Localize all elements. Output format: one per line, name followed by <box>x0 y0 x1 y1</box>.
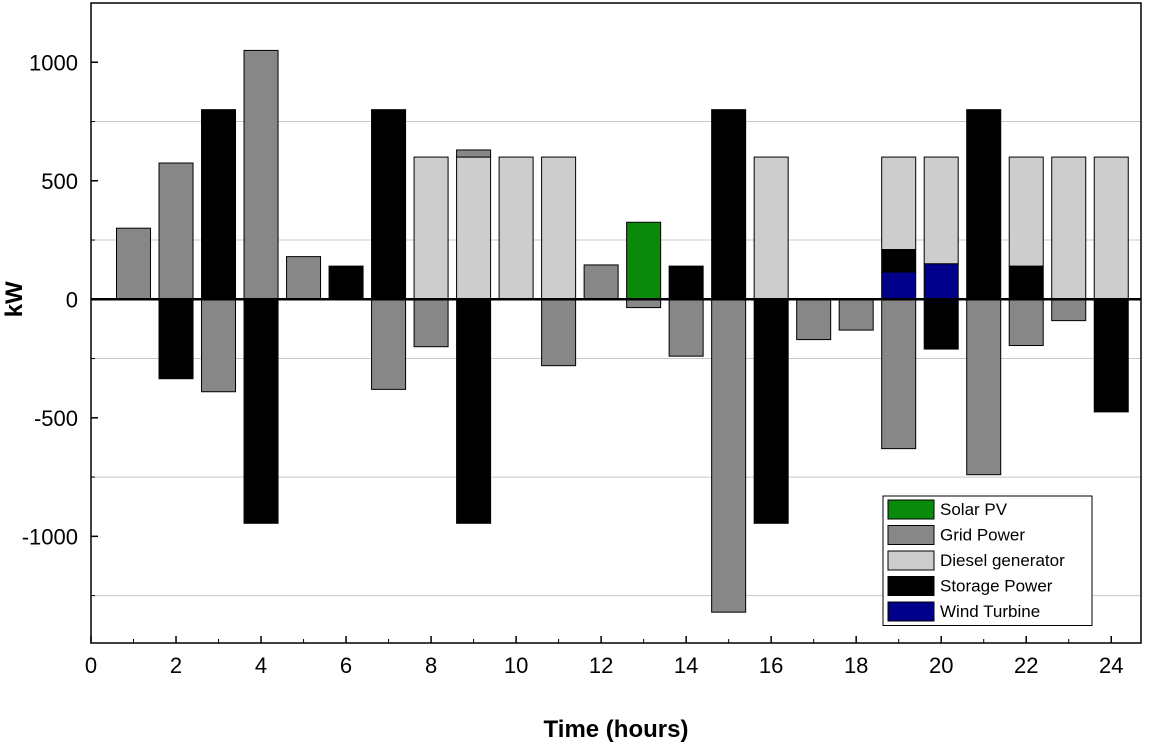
bar-storage-power <box>881 249 917 273</box>
x-axis-title: Time (hours) <box>544 716 689 743</box>
bar-storage-power <box>201 109 237 300</box>
bar-grid-power <box>201 298 237 393</box>
bar-storage-power <box>328 265 364 300</box>
bar-grid-power <box>286 256 322 300</box>
bar-storage-power <box>158 298 194 380</box>
bar-storage-power <box>966 109 1002 300</box>
legend-label-grid-power: Grid Power <box>940 526 1025 545</box>
x-tick-label: 16 <box>759 653 783 678</box>
bar-storage-power <box>1093 298 1129 413</box>
bar-grid-power <box>796 298 832 341</box>
bar-storage-power <box>668 265 704 300</box>
x-tick-label: 20 <box>929 653 953 678</box>
legend-label-storage-power: Storage Power <box>940 577 1053 596</box>
bar-grid-power <box>541 298 577 367</box>
bar-storage-power <box>371 109 407 300</box>
bar-storage-power <box>456 298 492 524</box>
bar-grid-power <box>413 298 449 348</box>
legend-label-solar-pv: Solar PV <box>940 500 1008 519</box>
bar-grid-power <box>838 298 874 331</box>
y-tick-label: -1000 <box>22 524 78 549</box>
legend-swatch-solar-pv <box>887 499 935 520</box>
bar-diesel-generator <box>456 156 492 300</box>
plot-frame <box>90 2 1142 644</box>
bar-diesel-generator <box>1051 156 1087 300</box>
y-tick-label: 500 <box>41 169 78 194</box>
legend-swatch-grid-power <box>887 525 935 545</box>
bars <box>116 49 1129 613</box>
bar-storage-power <box>1008 265 1044 300</box>
legend: Solar PV Grid Power Diesel generator Storag… <box>882 495 1093 626</box>
bar-storage-power <box>923 298 959 350</box>
bar-diesel-generator <box>881 156 917 251</box>
x-tick-label: 22 <box>1014 653 1038 678</box>
bar-diesel-generator <box>1008 156 1044 267</box>
bar-diesel-generator <box>923 156 959 265</box>
bar-diesel-generator <box>413 156 449 300</box>
x-tick-label: 24 <box>1099 653 1123 678</box>
y-tick-label: 0 <box>66 287 78 312</box>
y-tick-label: 1000 <box>29 50 78 75</box>
bar-grid-power <box>711 298 747 613</box>
bar-grid-power <box>881 298 917 450</box>
bar-grid-power <box>1051 298 1087 322</box>
bar-grid-power <box>966 298 1002 476</box>
bar-grid-power <box>158 162 194 300</box>
bar-diesel-generator <box>753 156 789 300</box>
legend-swatch-wind-turbine <box>887 601 935 622</box>
bar-grid-power <box>1008 298 1044 347</box>
legend-label-diesel-generator: Diesel generator <box>940 551 1065 570</box>
x-tick-label: 2 <box>170 653 182 678</box>
bar-solar-pv <box>626 221 662 300</box>
x-tick-label: 6 <box>340 653 352 678</box>
x-tick-label: 8 <box>425 653 437 678</box>
legend-swatch-storage-power <box>887 576 935 596</box>
bar-diesel-generator <box>498 156 534 300</box>
x-tick-label: 10 <box>504 653 528 678</box>
bar-grid-power <box>116 227 152 300</box>
bar-storage-power <box>753 298 789 524</box>
bar-grid-power <box>456 149 492 158</box>
bar-wind-turbine <box>923 263 959 300</box>
x-tick-label: 0 <box>85 653 97 678</box>
x-tick-label: 4 <box>255 653 267 678</box>
bar-storage-power <box>711 109 747 300</box>
x-tick-label: 12 <box>589 653 613 678</box>
bar-diesel-generator <box>541 156 577 300</box>
x-tick-label: 18 <box>844 653 868 678</box>
bar-diesel-generator <box>1093 156 1129 300</box>
bar-grid-power <box>583 264 619 300</box>
y-tick-label: -500 <box>34 406 78 431</box>
x-tick-label: 14 <box>674 653 698 678</box>
bar-wind-turbine <box>881 271 917 300</box>
legend-label-wind-turbine: Wind Turbine <box>940 602 1040 621</box>
bar-storage-power <box>243 298 279 524</box>
bar-grid-power <box>371 298 407 390</box>
y-axis-title: kW <box>1 281 28 317</box>
bar-grid-power <box>243 49 279 300</box>
legend-swatch-diesel-generator <box>887 550 935 571</box>
bar-grid-power <box>668 298 704 357</box>
